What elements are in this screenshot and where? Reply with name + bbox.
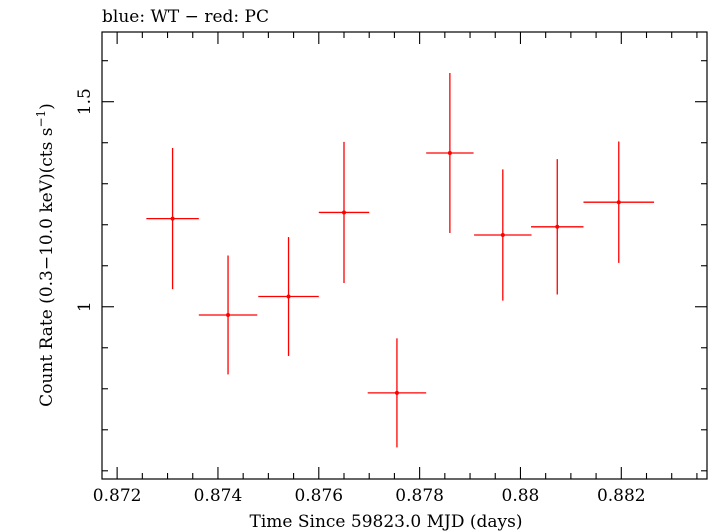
data-point — [426, 73, 474, 233]
data-marker — [394, 390, 399, 395]
x-tick-label: 0.882 — [597, 486, 646, 506]
data-point — [367, 338, 427, 448]
x-tick-labels: 0.872 0.874 0.876 0.878 0.88 0.882 — [93, 486, 646, 506]
y-tick-labels: 11.5 — [75, 88, 95, 312]
data-marker — [286, 294, 291, 299]
x-tick-label: 0.88 — [502, 486, 540, 506]
y-axis-label-close: ) — [37, 103, 57, 110]
data-point — [474, 169, 532, 301]
axis-ticks — [102, 32, 707, 479]
data-marker — [500, 232, 505, 237]
plot-frame — [101, 31, 708, 480]
data-marker — [616, 200, 621, 205]
y-axis-label-main: Count Rate (0.3−10.0 keV)(cts s — [37, 128, 57, 407]
y-tick-label: 1.5 — [75, 88, 95, 115]
data-point — [318, 141, 370, 283]
data-marker — [170, 216, 175, 221]
data-marker — [226, 312, 231, 317]
x-tick-label: 0.878 — [395, 486, 444, 506]
data-point — [531, 159, 584, 295]
x-tick-label: 0.872 — [93, 486, 142, 506]
chart-title: blue: WT − red: PC — [102, 7, 269, 27]
y-axis-label-exponent: −1 — [34, 110, 48, 128]
data-point — [258, 237, 319, 356]
x-tick-label: 0.874 — [194, 486, 243, 506]
y-tick-label: 1 — [75, 301, 95, 312]
x-tick-label: 0.876 — [294, 486, 343, 506]
data-point — [146, 148, 199, 290]
data-series-pc — [146, 73, 655, 448]
y-axis-label: Count Rate (0.3−10.0 keV)(cts s−1) — [34, 103, 57, 407]
data-marker — [342, 210, 346, 215]
data-marker — [447, 150, 452, 155]
x-axis-label: Time Since 59823.0 MJD (days) — [250, 512, 523, 532]
data-point — [198, 255, 258, 375]
data-point — [583, 141, 655, 263]
data-marker — [555, 224, 560, 229]
